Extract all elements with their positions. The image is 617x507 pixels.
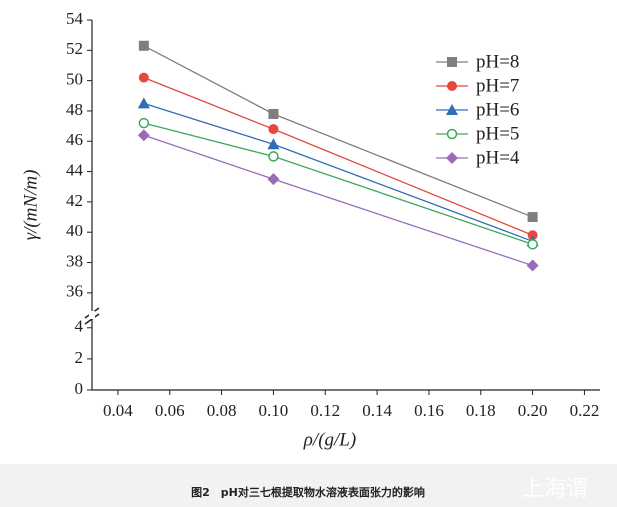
- marker: [446, 152, 458, 164]
- caption-band: [0, 464, 617, 507]
- y-tick-label: 0: [75, 379, 84, 398]
- y-tick-label: 46: [66, 130, 83, 149]
- y-tick-label: 48: [66, 100, 83, 119]
- x-axis-label: ρ/(g/L): [303, 429, 356, 450]
- marker: [138, 72, 149, 83]
- legend-label: pH=5: [476, 123, 519, 144]
- x-tick-label: 0.04: [103, 401, 133, 420]
- series-line: [143, 102, 533, 242]
- x-tick-label: 0.18: [466, 401, 496, 420]
- y-tick-label: 42: [66, 191, 83, 210]
- caption: 图2 pH对三七根提取物水溶液表面张力的影响: [191, 485, 425, 499]
- y-tick-label: 38: [66, 251, 83, 270]
- y-tick-label: 54: [66, 9, 84, 28]
- series-line: [143, 134, 533, 267]
- y-tick-label: 36: [66, 282, 83, 301]
- marker: [137, 97, 150, 109]
- y-tick-label: 40: [66, 221, 83, 240]
- x-tick-label: 0.14: [362, 401, 392, 420]
- marker: [526, 259, 539, 272]
- y-tick-label: 50: [66, 70, 83, 89]
- marker: [527, 239, 538, 250]
- legend-label: pH=4: [476, 147, 520, 168]
- marker: [267, 138, 280, 150]
- marker: [268, 124, 279, 135]
- x-tick-label: 0.16: [414, 401, 444, 420]
- legend-label: pH=7: [476, 75, 519, 96]
- marker: [527, 230, 538, 241]
- x-tick-label: 0.22: [570, 401, 600, 420]
- x-tick-label: 0.10: [259, 401, 289, 420]
- marker: [447, 81, 457, 91]
- marker: [137, 129, 150, 142]
- marker: [138, 40, 149, 51]
- break-gap: [89, 311, 95, 319]
- y-tick-label: 2: [75, 348, 84, 367]
- marker: [446, 128, 458, 140]
- series-line: [143, 45, 533, 218]
- legend-label: pH=8: [476, 51, 519, 72]
- y-tick-label: 52: [66, 39, 83, 58]
- y-tick-label: 4: [75, 317, 84, 336]
- marker: [267, 173, 280, 186]
- y-tick-label: 44: [66, 160, 84, 179]
- marker: [268, 151, 279, 162]
- marker: [527, 212, 538, 223]
- watermark: 上海谓: [522, 477, 588, 502]
- legend-label: pH=6: [476, 99, 519, 120]
- series-line: [143, 76, 533, 236]
- marker: [447, 57, 457, 67]
- series-line: [143, 122, 533, 245]
- x-tick-label: 0.06: [155, 401, 185, 420]
- marker: [268, 108, 279, 119]
- marker: [138, 117, 150, 129]
- y-axis-label: γ/(mN/m): [20, 170, 41, 241]
- marker: [446, 104, 458, 115]
- x-tick-label: 0.12: [310, 401, 340, 420]
- x-tick-label: 0.08: [207, 401, 237, 420]
- x-tick-label: 0.20: [518, 401, 548, 420]
